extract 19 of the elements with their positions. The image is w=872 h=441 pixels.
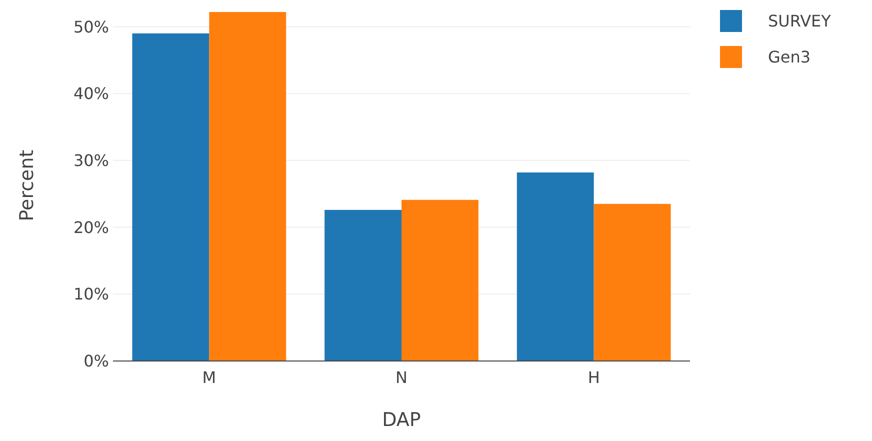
- bar: [209, 12, 286, 361]
- legend-label: Gen3: [768, 48, 811, 67]
- y-axis-title: Percent: [16, 150, 38, 222]
- bar: [402, 200, 478, 361]
- y-tick-label: 10%: [73, 284, 109, 304]
- bar: [324, 210, 402, 361]
- bar: [516, 172, 594, 361]
- y-tick-label: 30%: [73, 151, 109, 170]
- bar: [132, 33, 210, 361]
- x-axis-title: DAP: [382, 409, 421, 431]
- x-tick-label: N: [396, 368, 408, 387]
- bar: [594, 204, 671, 361]
- y-tick-label: 0%: [84, 352, 109, 371]
- y-tick-label: 20%: [73, 218, 109, 237]
- y-tick-label: 40%: [73, 84, 109, 104]
- legend-label: SURVEY: [768, 12, 832, 31]
- y-tick-label: 50%: [73, 17, 109, 36]
- x-tick-label: M: [202, 368, 216, 387]
- x-tick-label: H: [588, 368, 600, 387]
